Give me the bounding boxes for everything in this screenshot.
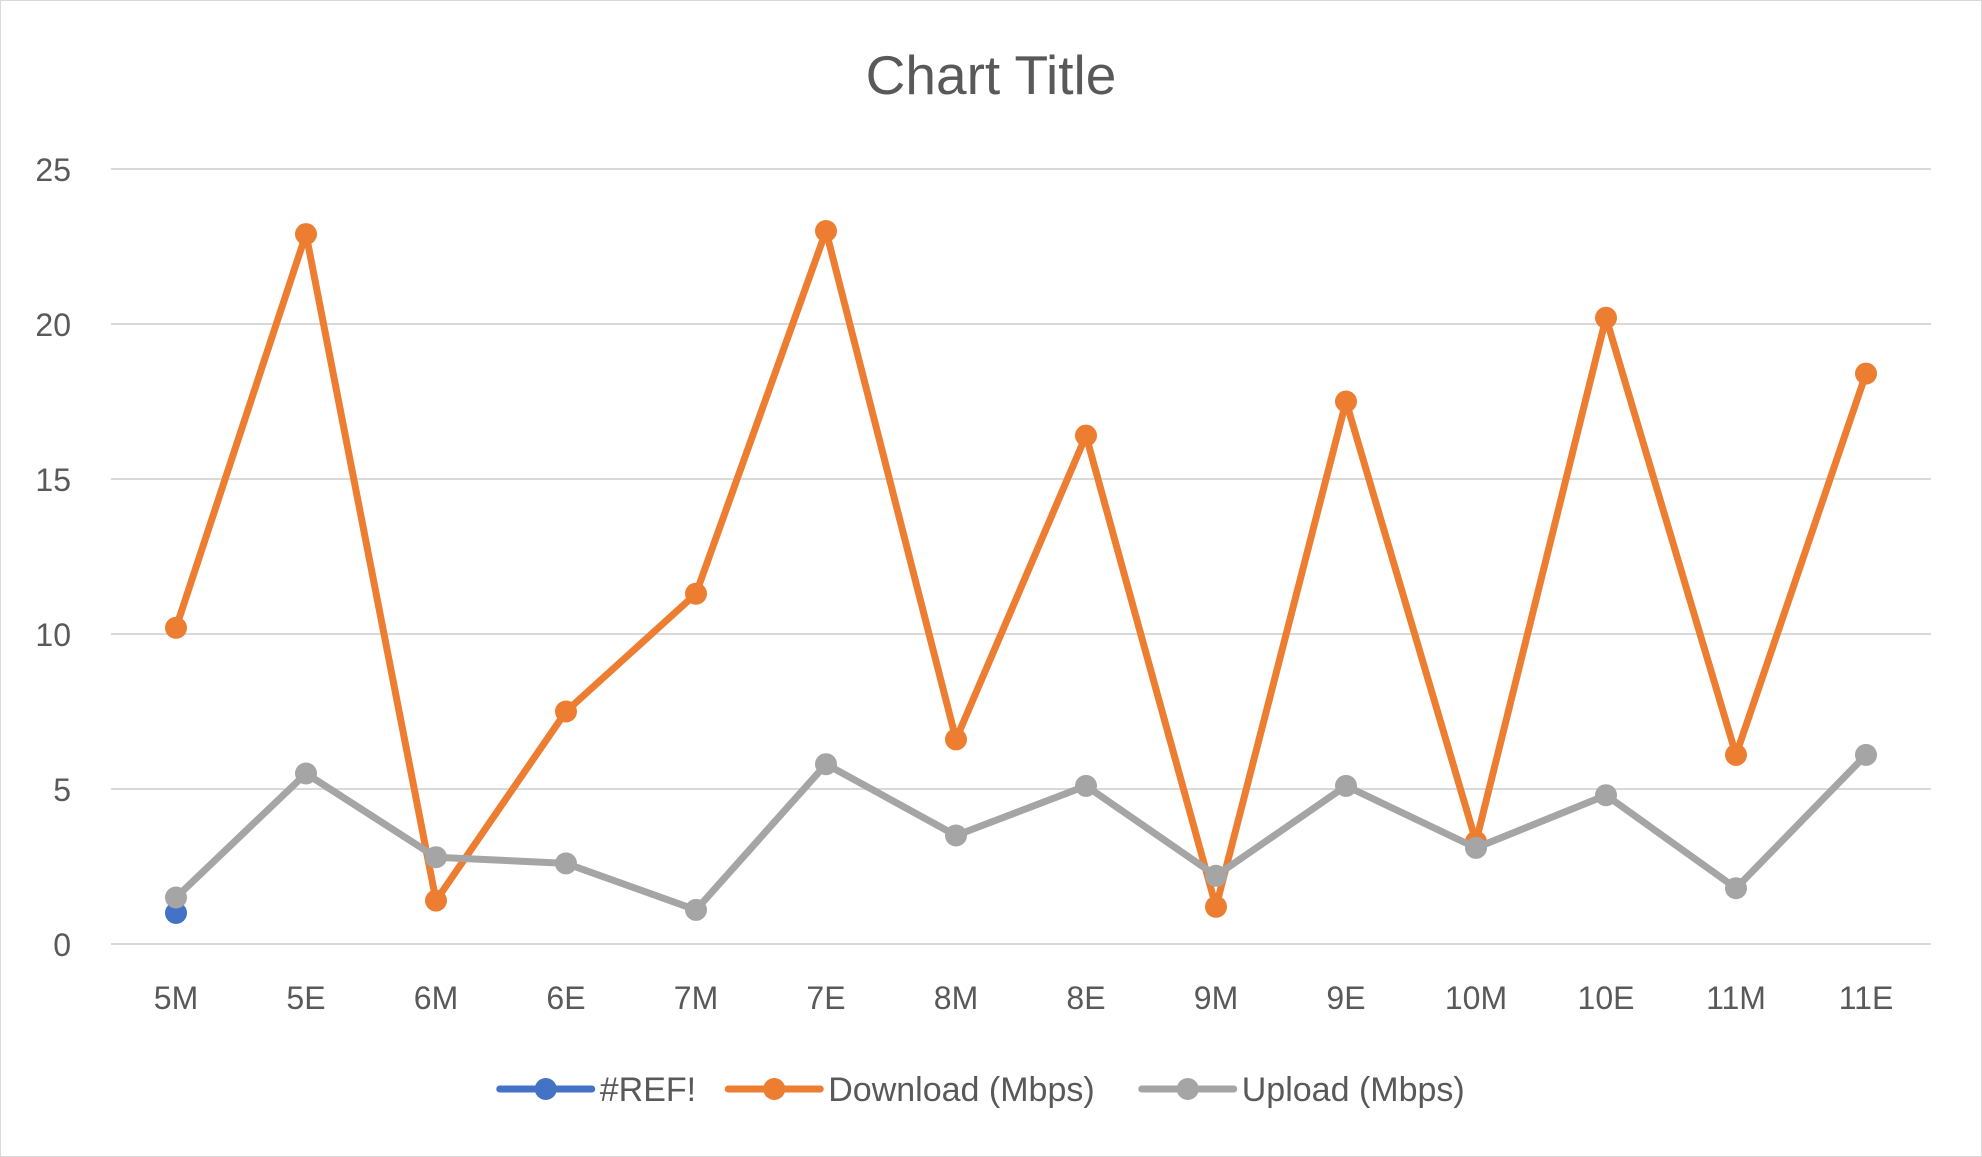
legend-item: #REF! <box>496 1071 696 1109</box>
data-point <box>1205 864 1227 887</box>
x-tick-label: 6M <box>414 980 458 1016</box>
legend-marker <box>534 1078 557 1100</box>
legend-item: Upload (Mbps) <box>1138 1071 1465 1109</box>
legend: #REF! Download (Mbps) Upload (Mbps) <box>496 1071 1465 1109</box>
x-tick-label: 7M <box>674 980 718 1016</box>
data-point <box>425 889 447 912</box>
data-point <box>1595 306 1617 329</box>
x-tick-label: 5M <box>154 980 198 1016</box>
data-point <box>1205 895 1227 918</box>
data-point <box>1855 743 1877 766</box>
data-point <box>1075 774 1097 797</box>
legend-label: Download (Mbps) <box>828 1071 1094 1109</box>
x-tick-label: 5E <box>286 980 325 1016</box>
y-axis-ticks: 0 5 10 15 20 25 <box>35 152 71 963</box>
data-point <box>815 753 837 776</box>
y-tick-label: 25 <box>35 152 71 188</box>
data-point <box>1335 774 1357 797</box>
x-tick-label: 10E <box>1578 980 1635 1016</box>
series-ref <box>165 902 187 924</box>
x-tick-label: 11M <box>1706 980 1766 1016</box>
x-tick-label: 6E <box>546 980 585 1016</box>
x-tick-label: 9M <box>1194 980 1238 1016</box>
legend-marker <box>763 1078 786 1100</box>
data-point <box>1335 390 1357 413</box>
legend-marker <box>1176 1078 1199 1100</box>
chart-title: Chart Title <box>865 44 1117 106</box>
series-group <box>165 220 1877 924</box>
x-tick-label: 8M <box>934 980 978 1016</box>
data-point <box>165 616 187 639</box>
series-line <box>172 751 1870 914</box>
data-point <box>555 852 577 875</box>
data-point <box>1595 784 1617 807</box>
y-tick-label: 5 <box>53 772 71 808</box>
data-point <box>815 220 837 242</box>
data-point <box>295 762 317 785</box>
legend-label: #REF! <box>600 1071 696 1109</box>
data-point <box>425 846 447 869</box>
data-point <box>555 700 577 723</box>
legend-label: Upload (Mbps) <box>1242 1071 1465 1109</box>
data-point <box>945 824 967 847</box>
x-tick-label: 9E <box>1326 980 1365 1016</box>
x-tick-label: 8E <box>1066 980 1105 1016</box>
data-point <box>295 223 317 246</box>
x-axis-ticks: 5M 5E 6M 6E 7M 7E 8M 8E 9M 9E 10M 10E 11M 11E <box>154 980 1894 1016</box>
data-point <box>1465 836 1487 859</box>
data-point <box>685 898 707 921</box>
series-upload-mbps <box>165 743 1877 921</box>
y-tick-label: 0 <box>53 927 71 963</box>
data-point <box>165 902 187 924</box>
y-tick-label: 15 <box>35 462 71 498</box>
x-tick-label: 10M <box>1445 980 1507 1016</box>
y-tick-label: 10 <box>35 617 71 653</box>
series-line <box>172 227 1870 911</box>
data-point <box>1725 743 1747 766</box>
series-download-mbps <box>165 220 1877 918</box>
data-point <box>685 582 707 605</box>
data-point <box>1725 877 1747 900</box>
x-tick-label: 11E <box>1839 980 1894 1016</box>
y-tick-label: 20 <box>35 307 71 343</box>
data-point <box>1075 424 1097 447</box>
data-point <box>165 886 187 909</box>
x-tick-label: 7E <box>806 980 845 1016</box>
data-point <box>945 728 967 751</box>
legend-item: Download (Mbps) <box>724 1071 1095 1109</box>
data-point <box>1855 362 1877 385</box>
